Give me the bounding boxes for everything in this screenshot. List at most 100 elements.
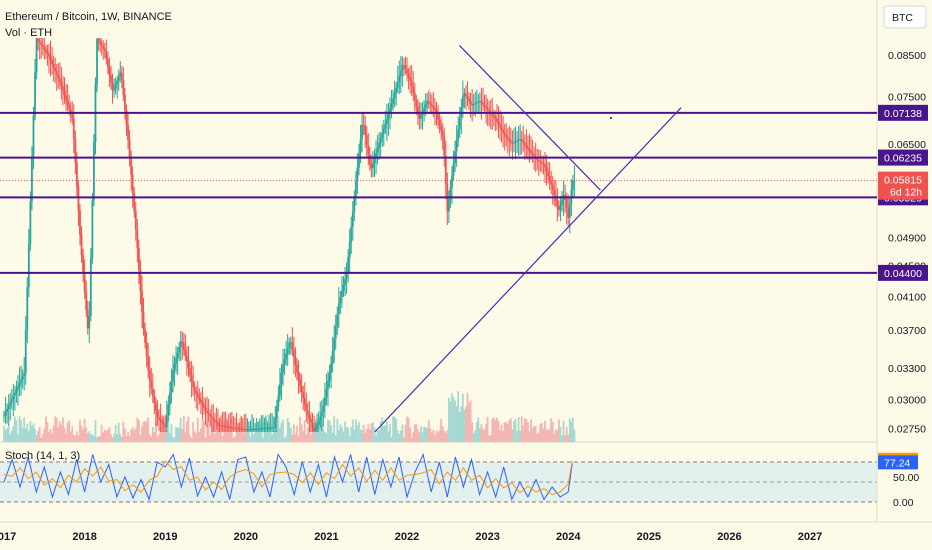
- volume-bar: [46, 422, 49, 442]
- candle-body: [156, 410, 159, 417]
- volume-bar: [429, 428, 432, 442]
- currency-button[interactable]: BTC: [883, 5, 927, 29]
- candle-body: [390, 103, 393, 109]
- volume-bar: [62, 417, 64, 442]
- candle-body: [257, 428, 260, 430]
- volume-bar: [483, 429, 486, 442]
- volume-bar: [358, 421, 360, 442]
- stoch-k-line: [3, 452, 573, 502]
- candle-body: [423, 107, 425, 112]
- candle-body: [51, 60, 53, 64]
- volume-bar: [94, 420, 97, 442]
- candle-body: [420, 115, 422, 119]
- volume-bar: [395, 419, 398, 442]
- candle-body: [102, 46, 105, 49]
- volume-bar: [173, 437, 176, 442]
- candle-body: [542, 163, 545, 165]
- candle-body: [74, 138, 77, 163]
- volume-bar: [48, 431, 50, 442]
- candle-body: [292, 349, 295, 358]
- volume-bar: [506, 423, 509, 442]
- volume-bar: [452, 396, 455, 442]
- year-tick-label: 2020: [234, 531, 258, 543]
- volume-bar: [54, 416, 57, 442]
- volume-bar: [404, 424, 407, 442]
- level-price-tag: [878, 104, 928, 121]
- candle-body: [310, 418, 312, 424]
- level-price-label: 0.04400: [884, 268, 922, 280]
- candle-body: [213, 419, 216, 422]
- price-tick-label: 0.03300: [888, 363, 926, 375]
- candle-body: [172, 370, 174, 382]
- candle-body: [269, 427, 272, 429]
- candle-body: [351, 211, 354, 227]
- volume-bar: [376, 430, 379, 442]
- candle-body: [404, 65, 407, 70]
- candle-body: [491, 113, 494, 116]
- volume-bar: [38, 427, 41, 442]
- volume-bar: [124, 428, 126, 442]
- candle-body: [105, 51, 108, 60]
- volume-bar: [186, 421, 188, 442]
- volume-bar: [570, 421, 573, 442]
- volume-bar: [447, 397, 450, 442]
- volume-bar: [148, 434, 151, 442]
- volume-bar: [339, 424, 342, 442]
- candle-body: [499, 124, 501, 128]
- candle-body: [196, 393, 199, 397]
- volume-bar: [387, 430, 390, 442]
- volume-bar: [401, 424, 404, 442]
- volume-bar: [530, 419, 532, 442]
- candle-body: [444, 155, 447, 184]
- candle-body: [379, 138, 382, 143]
- candle-body: [27, 244, 30, 288]
- candle-body: [168, 393, 171, 405]
- volume-bar: [359, 429, 362, 442]
- candle-body: [9, 402, 12, 406]
- candle-body: [540, 162, 543, 164]
- volume-bar: [229, 427, 232, 442]
- volume-bar: [192, 421, 195, 442]
- volume-bar: [258, 426, 261, 442]
- candle-body: [40, 42, 43, 46]
- candle-body: [311, 423, 314, 428]
- candle-body: [66, 100, 69, 105]
- volume-bar: [17, 434, 19, 442]
- candle-body: [110, 74, 112, 83]
- candle-body: [204, 407, 207, 411]
- candle-body: [488, 109, 491, 112]
- candle-body: [565, 198, 568, 209]
- volume-bar: [153, 432, 156, 442]
- year-tick-label: 2027: [798, 531, 822, 543]
- volume-bar: [235, 422, 238, 442]
- volume-bar: [23, 417, 26, 442]
- volume-bar: [516, 431, 518, 442]
- candle-body: [97, 38, 100, 42]
- candle-body: [480, 101, 483, 104]
- candle-body: [424, 104, 427, 108]
- candle-body: [322, 405, 325, 413]
- level-price-label: 0.07138: [884, 108, 922, 120]
- volume-bar: [248, 425, 250, 442]
- candle-body: [288, 342, 291, 349]
- price-tick-label: 0.03700: [888, 325, 926, 337]
- candle-body: [294, 357, 297, 365]
- candle-body: [427, 100, 430, 103]
- candle-body: [75, 162, 78, 187]
- volume-bar: [440, 418, 443, 442]
- candle-body: [119, 72, 122, 77]
- volume-bar: [10, 430, 13, 442]
- candle-body: [392, 98, 394, 104]
- candle-body: [503, 132, 506, 135]
- candle-body: [376, 147, 379, 153]
- volume-bar: [299, 416, 301, 442]
- candle-body: [437, 114, 439, 120]
- volume-bar: [531, 428, 534, 442]
- candle-body: [133, 192, 136, 212]
- candle-body: [283, 359, 286, 365]
- volume-bar: [443, 430, 446, 442]
- volume-bar: [296, 425, 298, 442]
- volume-bar: [375, 435, 377, 442]
- candle-body: [573, 180, 576, 182]
- candle-body: [478, 101, 481, 103]
